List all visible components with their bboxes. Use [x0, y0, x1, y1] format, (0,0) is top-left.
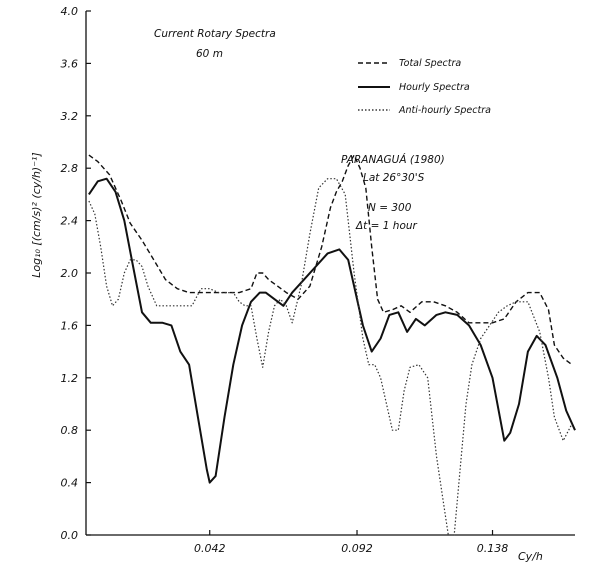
y-axis-ticks: 0.0 0.4 0.8 1.2 1.6 2.0 2.4 2.8 3.2 3.6 4.0	[61, 5, 91, 542]
x-tick-label: 0.138	[477, 542, 509, 555]
latitude-label: Lat 26°30'S	[363, 172, 425, 184]
y-tick-label: 0.8	[61, 424, 79, 437]
legend: Total Spectra Hourly Spectra Anti-hourly…	[358, 58, 491, 116]
y-tick-label: 2.0	[61, 267, 79, 280]
series-line-total	[88, 154, 573, 366]
y-tick-label: 3.2	[61, 110, 79, 123]
series-layer	[88, 154, 576, 536]
dt-label: Δt = 1 hour	[355, 220, 418, 232]
y-tick-label: 2.4	[61, 215, 79, 228]
y-tick-label: 4.0	[61, 5, 79, 18]
station-label: PARANAGUÁ (1980)	[341, 153, 445, 166]
series-line-hourly	[88, 177, 576, 484]
y-tick-label: 0.0	[61, 529, 79, 542]
y-tick-label: 3.6	[61, 57, 79, 70]
legend-label-antihourly: Anti-hourly Spectra	[398, 105, 491, 116]
y-tick-label: 1.6	[61, 319, 79, 332]
n-label: N = 300	[368, 202, 412, 214]
legend-label-hourly: Hourly Spectra	[399, 82, 470, 93]
legend-label-total: Total Spectra	[399, 58, 461, 69]
x-axis-ticks: 0.042 0.092 0.138	[194, 530, 508, 555]
x-tick-label: 0.092	[341, 542, 373, 555]
series-line-antihourly	[88, 178, 573, 536]
x-tick-label: 0.042	[194, 542, 226, 555]
y-tick-label: 1.2	[61, 372, 79, 385]
x-axis-label: Cy/h	[518, 550, 543, 563]
y-tick-label: 2.8	[61, 162, 79, 175]
chart-title: Current Rotary Spectra	[154, 28, 276, 40]
depth-label: 60 m	[196, 48, 223, 60]
y-axis-label: Log₁₀ [(cm/s)² (cy/h)⁻¹]	[30, 152, 43, 277]
y-tick-label: 0.4	[61, 477, 79, 490]
